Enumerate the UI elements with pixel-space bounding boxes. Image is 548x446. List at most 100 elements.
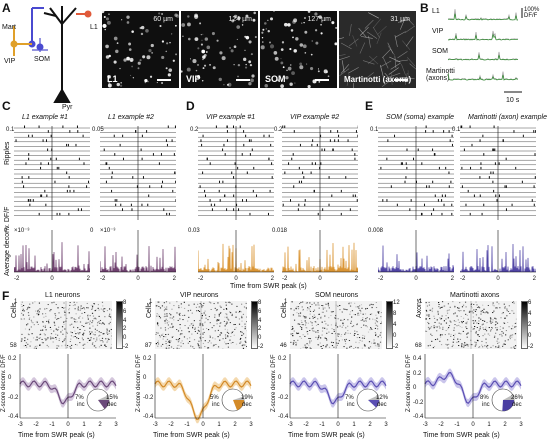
cell-spot [174,13,178,17]
heatmap-pixel [68,307,71,309]
heatmap-pixel [356,306,359,308]
heatmap-pixel [304,344,306,346]
heatmap-pixel [106,310,109,312]
heatmap-pixel [24,328,27,330]
heatmap-pixel [32,322,34,324]
heatmap-pixel [229,339,231,341]
heatmap-pixel [460,333,462,335]
heatmap-pixel [104,308,106,310]
heatmap-pixel [103,308,105,310]
heatmap-pixel [299,303,301,305]
heatmap-pixel [197,344,199,346]
heatmap-pixel [102,322,104,324]
heatmap-pixel [465,344,467,346]
event-tick [312,139,314,142]
event-tick [243,143,245,147]
heatmap-pixel [225,343,227,345]
event-tick [251,148,253,151]
heatmap-pixel [496,307,498,309]
heatmap-pixel [193,320,195,322]
event-tick [172,189,174,193]
heatmap-pixel [58,317,60,319]
heatmap-pixel [426,314,428,316]
heatmap-pixel [87,317,89,319]
event-tick [438,166,440,170]
heatmap-pixel [47,337,49,339]
heatmap-pixel [42,342,44,344]
event-tick [226,125,228,128]
event-tick [239,125,241,128]
scale-bar [236,79,250,81]
heatmap-pixel [49,336,52,338]
cell-spot [269,41,271,44]
axon-fiber [359,42,366,54]
heatmap-pixel [108,332,110,334]
event-tick [347,139,349,142]
event-tick [493,148,495,151]
heatmap-pixel [241,331,243,333]
heatmap-pixel [49,326,52,328]
cell-spot [229,46,232,49]
cell-spot [106,20,111,25]
event-tick [467,189,469,193]
heatmap-pixel [365,320,367,322]
heatmap-pixel [61,326,64,328]
event-tick [162,180,164,184]
event-tick [432,130,434,133]
heatmap-pixel [478,307,481,309]
heatmap-pixel [91,307,94,309]
heatmap-pixel [92,320,94,322]
heatmap-pixel [53,337,55,339]
heatmap-pixel [439,307,441,309]
heatmap-pixel [234,328,236,330]
heatmap-pixel [246,345,247,347]
heatmap-pixel [242,347,245,349]
heatmap-pixel [220,312,222,314]
heatmap-pixel [464,342,466,344]
heatmap-pixel [173,305,175,307]
heatmap-pixel [461,306,464,308]
f-y-tick: 0.4 [413,356,422,362]
heatmap-pixel [201,305,203,307]
heatmap-pixel [335,346,337,348]
heatmap-pixel [377,336,379,338]
heatmap-pixel [84,312,86,314]
heatmap-pixel [191,333,193,335]
heatmap-pixel [208,340,211,342]
heatmap-pixel [177,330,180,332]
heatmap-pixel [482,311,484,313]
heatmap-pixel [448,325,451,327]
heatmap-pixel [48,319,50,321]
heatmap-pixel [375,314,377,316]
pyramidal-neuron [43,6,77,103]
heatmap-pixel [160,327,162,329]
event-tick [46,194,48,197]
heatmap-pixel [371,313,373,315]
heatmap-pixel [461,322,463,324]
heatmap-pixel [169,313,171,315]
heatmap-pixel [200,338,202,340]
heatmap-pixel [292,344,294,346]
heatmap-pixel [98,315,100,317]
cell-spot [166,42,169,45]
heatmap-pixel [378,311,380,313]
heatmap-pixel [63,321,66,323]
heatmap-pixel [25,346,28,348]
heatmap-pixel [317,344,319,346]
event-tick [31,134,33,138]
heatmap-pixel [77,306,80,308]
x-tick-label: 0 [471,422,475,428]
heatmap-pixel [457,307,459,309]
axon-fiber [389,56,401,63]
cell-spot [130,59,133,62]
axon-fiber [380,60,392,67]
heatmap-pixel [432,347,435,349]
heatmap-pixel [178,338,181,340]
heatmap-pixel [342,322,344,324]
heatmap-pixel [457,341,460,343]
heatmap-pixel [427,345,429,347]
heatmap-pixel [358,305,361,307]
cell-spot [131,65,134,68]
heatmap-pixel [28,314,30,316]
axon-fiber [341,60,345,73]
